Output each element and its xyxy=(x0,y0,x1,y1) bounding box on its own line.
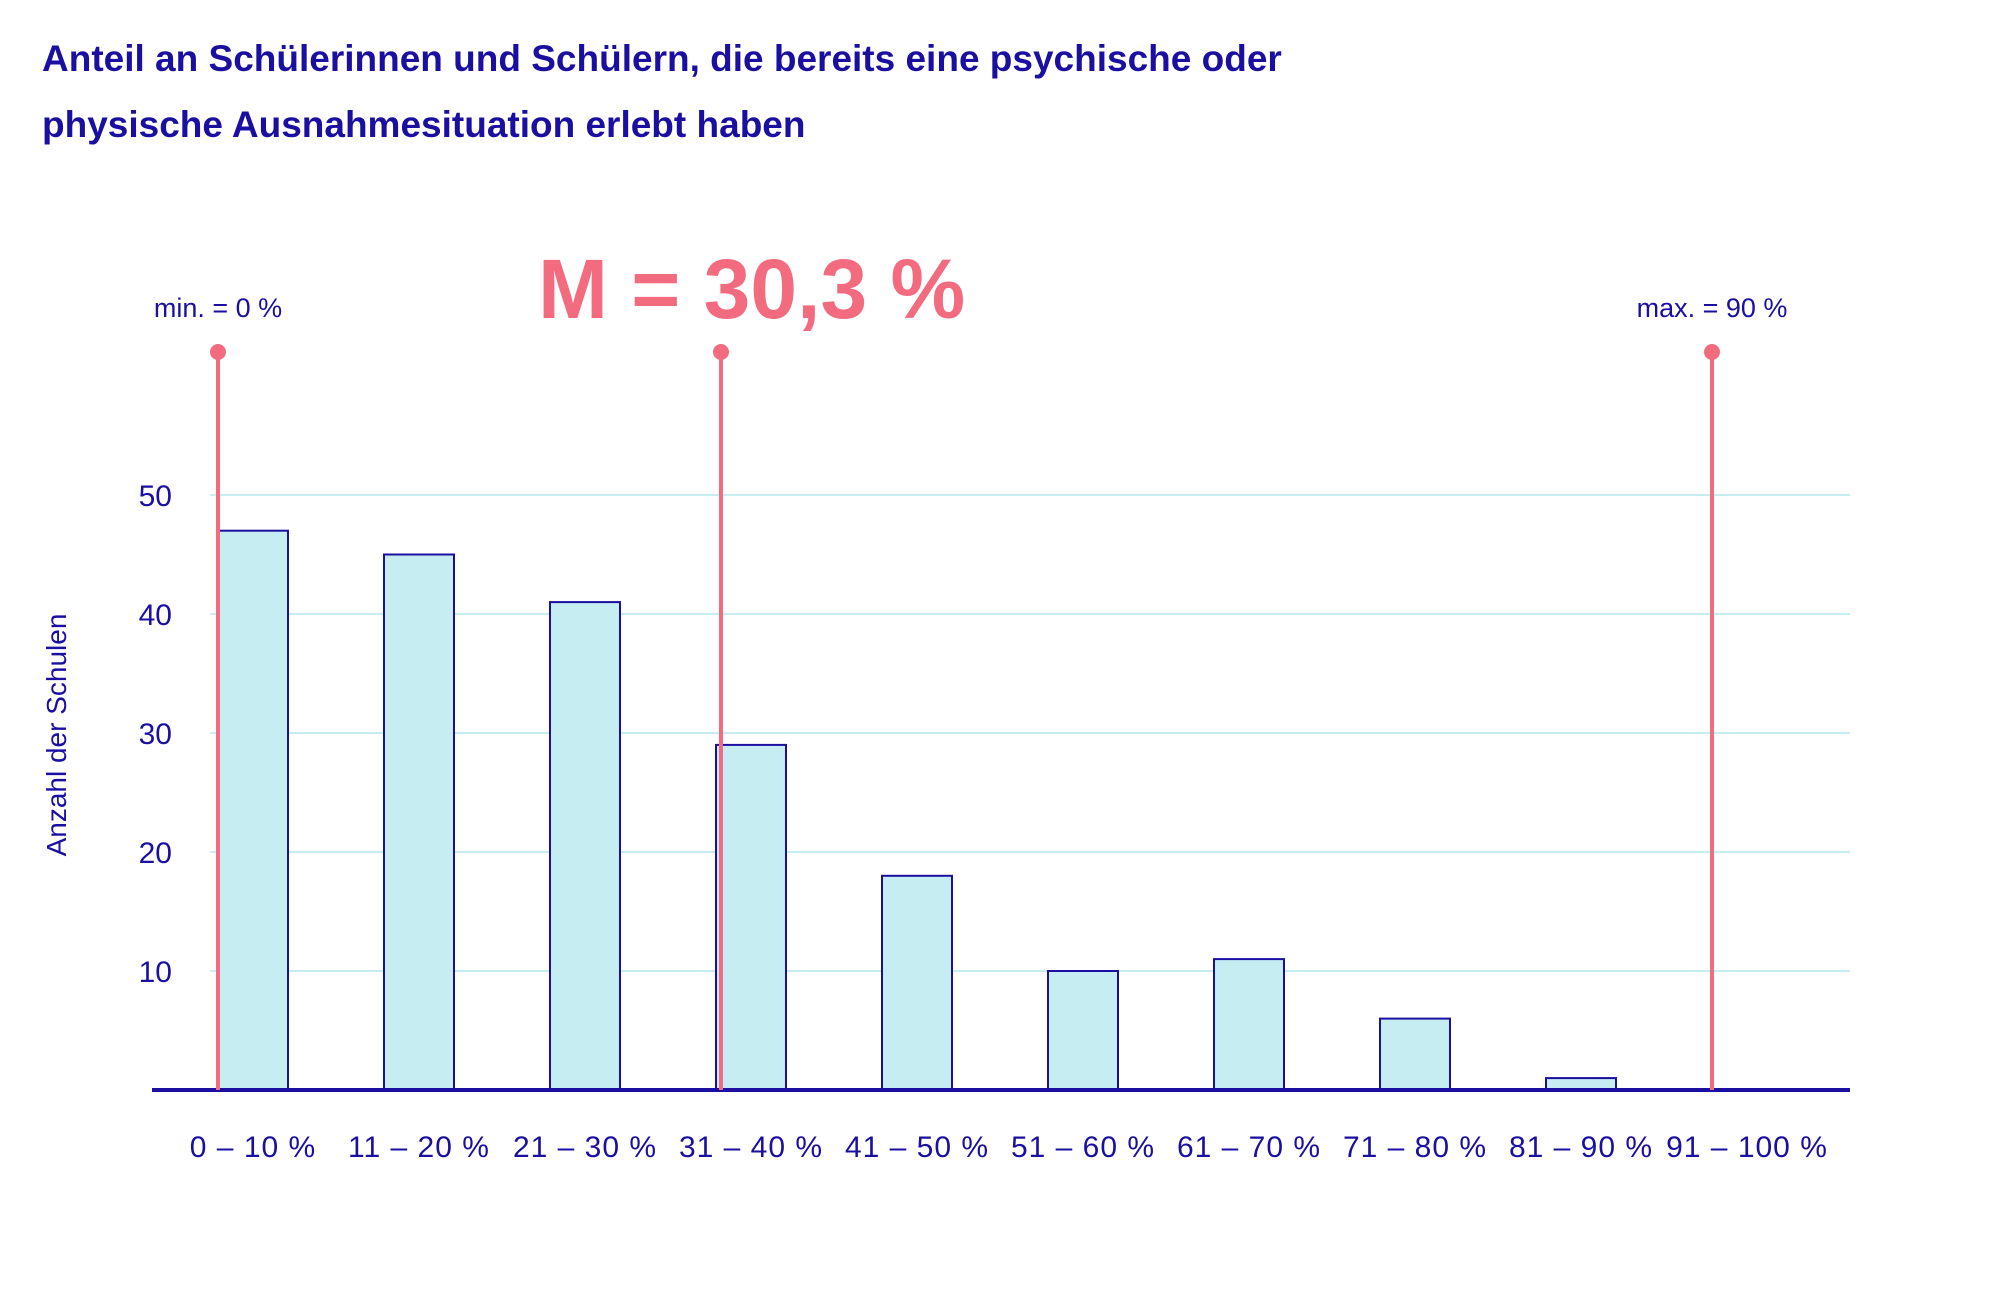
x-tick-label: 81 – 90 % xyxy=(1509,1131,1653,1164)
min-marker-dot xyxy=(210,344,226,360)
y-tick-label: 10 xyxy=(139,956,172,989)
y-tick-label: 30 xyxy=(139,718,172,751)
y-tick-label: 40 xyxy=(139,599,172,632)
x-tick-label: 0 – 10 % xyxy=(190,1131,316,1164)
x-tick-label: 61 – 70 % xyxy=(1177,1131,1321,1164)
x-tick-label: 91 – 100 % xyxy=(1666,1131,1828,1164)
x-tick-label: 51 – 60 % xyxy=(1011,1131,1155,1164)
bar xyxy=(715,743,787,1092)
chart-title: Anteil an Schülerinnen und Schülern, die… xyxy=(42,26,1642,158)
max-marker-dot xyxy=(1704,344,1720,360)
chart-title-line-2: physische Ausnahmesituation erlebt haben xyxy=(42,104,806,145)
bar xyxy=(217,529,289,1091)
bar xyxy=(881,874,953,1091)
bar xyxy=(1047,970,1119,1091)
reference-markers: min. = 0 % M = 30,3 % max. = 90 % xyxy=(154,242,1788,1090)
x-tick-label: 71 – 80 % xyxy=(1343,1131,1487,1164)
bar xyxy=(1213,958,1285,1091)
x-tick-label: 21 – 30 % xyxy=(513,1131,657,1164)
x-tick-label: 31 – 40 % xyxy=(679,1131,823,1164)
max-label: max. = 90 % xyxy=(1637,293,1788,323)
x-tick-labels: 0 – 10 % 11 – 20 % 21 – 30 % 31 – 40 % 41 – … xyxy=(190,1131,1828,1164)
y-tick-labels: 10 20 30 40 50 xyxy=(139,480,172,989)
bar xyxy=(383,553,455,1091)
min-label: min. = 0 % xyxy=(154,293,282,323)
chart-title-line-1: Anteil an Schülerinnen und Schülern, die… xyxy=(42,38,1282,79)
mean-marker-dot xyxy=(712,344,729,360)
y-tick-label: 50 xyxy=(139,480,172,513)
x-tick-label: 41 – 50 % xyxy=(845,1131,989,1164)
gridlines xyxy=(210,494,1850,972)
x-tick-label: 11 – 20 % xyxy=(348,1131,490,1164)
y-axis-label: Anzahl der Schulen xyxy=(41,614,72,857)
mean-label: M = 30,3 % xyxy=(538,242,965,336)
bars xyxy=(217,529,1617,1092)
bar xyxy=(1379,1017,1451,1091)
bar xyxy=(549,601,621,1091)
y-tick-label: 20 xyxy=(139,837,172,870)
